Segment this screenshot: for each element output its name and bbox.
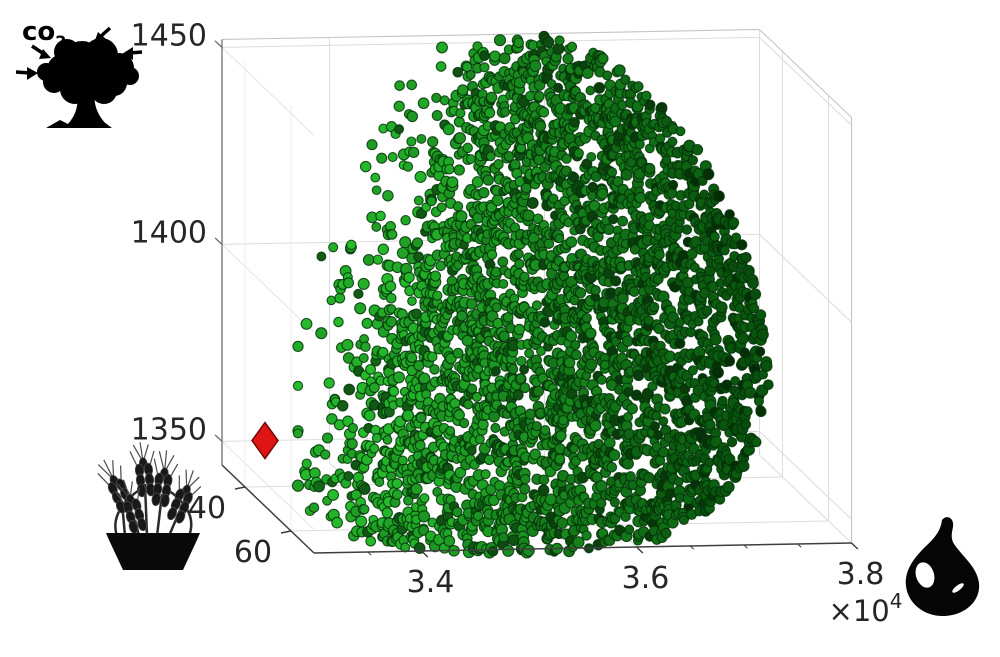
wheat-pot-icon <box>97 442 202 570</box>
oil-drop-icon <box>905 517 980 617</box>
y-tick-label: 60 <box>234 535 272 570</box>
pot <box>106 533 200 570</box>
solution-cloud-points <box>291 30 774 559</box>
y-tick-label: 40 <box>188 491 226 526</box>
drop-body <box>905 517 980 617</box>
box-edges <box>221 28 853 543</box>
drop-highlight <box>915 562 935 588</box>
reference-point-marker <box>251 421 279 460</box>
z-tick-label: 1400 <box>131 215 207 250</box>
x-tick-label: 3.8 <box>837 557 885 592</box>
co2-tree-icon: co2 <box>15 17 143 128</box>
z-tick-label: 1350 <box>131 412 207 447</box>
drop-glint <box>952 583 964 593</box>
tree-trunk <box>68 90 106 124</box>
tree-roots <box>46 116 112 128</box>
tree-canopy <box>37 38 139 104</box>
wheat-ears <box>97 442 202 534</box>
x-tick-label: 3.6 <box>622 561 670 596</box>
x-tick-label: 3.4 <box>407 565 455 600</box>
x-axis-exponent-label: ×104 <box>829 589 903 628</box>
reference-point <box>251 421 279 460</box>
tick-marks <box>214 40 859 558</box>
z-tick-label: 1450 <box>131 18 207 53</box>
